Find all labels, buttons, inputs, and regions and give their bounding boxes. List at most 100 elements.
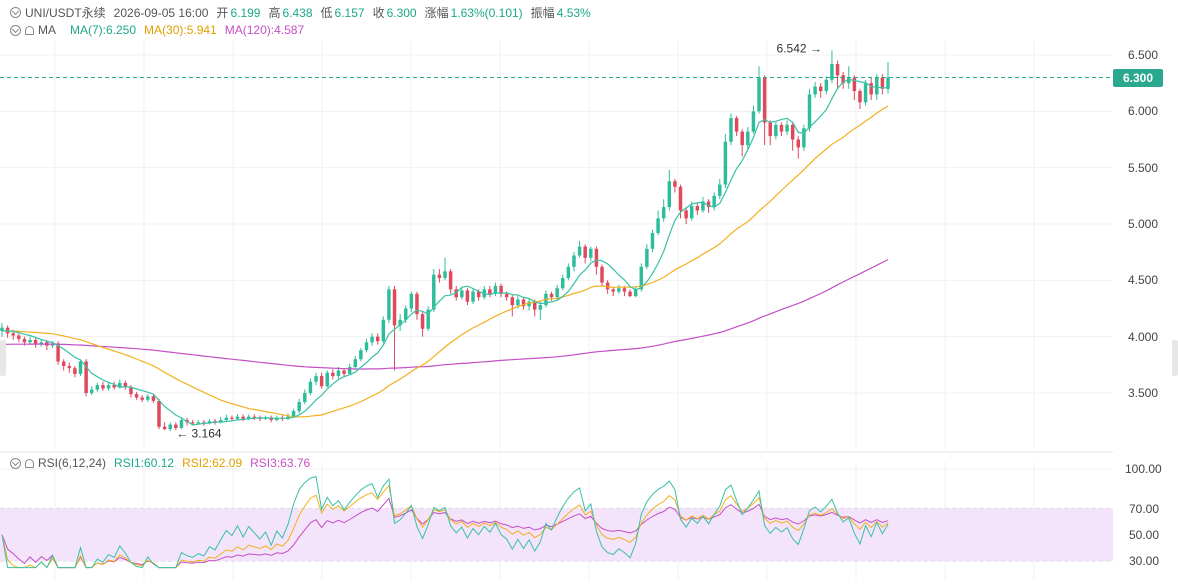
candle xyxy=(499,283,503,298)
candle xyxy=(628,289,632,298)
candle-body xyxy=(527,301,531,307)
candle-body xyxy=(566,266,571,279)
candle-body xyxy=(802,128,806,148)
candle-body xyxy=(813,86,817,95)
candle-body xyxy=(218,420,223,423)
candle-body xyxy=(409,293,414,309)
candle-body xyxy=(162,426,167,430)
candle xyxy=(0,323,4,337)
candle-body xyxy=(729,118,733,142)
candle xyxy=(89,386,94,396)
price-tick-5000: 5.000 xyxy=(1128,217,1159,231)
candle-body xyxy=(746,131,750,146)
candle-body xyxy=(392,289,397,326)
rsi-indicator-name[interactable]: RSI(6,12,24) xyxy=(38,456,107,470)
candle xyxy=(342,368,346,378)
candle xyxy=(39,338,43,347)
candle-body xyxy=(768,122,772,137)
candle xyxy=(841,71,845,89)
candle xyxy=(95,382,100,392)
candle-body xyxy=(488,289,492,294)
candle-body xyxy=(73,368,77,374)
candle-body xyxy=(510,297,515,306)
candle-body xyxy=(852,77,857,92)
rsi-legend: RSI(6,12,24) RSI1:60.12 RSI2:62.09 RSI3:… xyxy=(10,456,314,470)
candle-body xyxy=(734,118,739,132)
ma-alert-icon[interactable] xyxy=(25,25,34,35)
rsi-tick-50: 50.00 xyxy=(1129,528,1160,542)
ohlc-header: UNI/USDT永续 2026-09-05 16:00 开 6.199 高 6.… xyxy=(10,4,595,21)
ma-collapse-toggle-icon[interactable] xyxy=(10,24,21,36)
candle xyxy=(774,121,778,140)
candle-body xyxy=(303,393,307,403)
candle-body xyxy=(420,314,425,329)
candle xyxy=(650,229,655,253)
candle-body xyxy=(101,385,105,389)
candle-body xyxy=(359,350,363,360)
candle-body xyxy=(151,396,156,401)
candle xyxy=(151,394,156,404)
candle-body xyxy=(235,416,240,419)
high-value: 6.438 xyxy=(282,5,313,20)
candle xyxy=(432,269,436,312)
candle-body xyxy=(785,124,789,132)
candle xyxy=(319,372,324,389)
candle-body xyxy=(381,319,386,342)
candle-body xyxy=(308,381,313,393)
candle xyxy=(740,129,744,157)
rsi3-value: RSI3:63.76 xyxy=(250,456,311,470)
left-scroll-handle[interactable] xyxy=(0,340,6,376)
price-tick-5500: 5.500 xyxy=(1128,161,1159,175)
candles xyxy=(0,50,890,432)
candle xyxy=(757,66,761,114)
candle-body xyxy=(835,64,840,76)
candle xyxy=(813,82,817,98)
last-price-tag: 6.300 xyxy=(1113,69,1163,87)
candle xyxy=(673,178,677,193)
candle-body xyxy=(858,91,862,103)
candle-body xyxy=(67,365,72,369)
candle xyxy=(426,306,430,332)
rsi-tick-30: 30.00 xyxy=(1129,554,1160,568)
candle xyxy=(858,88,862,110)
candle-body xyxy=(807,94,812,129)
collapse-toggle-icon[interactable] xyxy=(10,7,21,18)
candle xyxy=(33,337,38,348)
candle-body xyxy=(796,139,801,148)
candle xyxy=(746,127,750,150)
low-price-marker: ← 3.164 xyxy=(176,426,222,440)
candle-body xyxy=(146,396,150,400)
candle xyxy=(235,414,240,421)
candle xyxy=(488,285,492,298)
candle-datetime: 2026-09-05 16:00 xyxy=(113,5,209,20)
ma-indicator-name[interactable]: MA xyxy=(38,23,56,37)
candle xyxy=(303,389,307,405)
right-scroll-handle[interactable] xyxy=(1172,340,1178,376)
candle xyxy=(830,50,834,84)
candle-body xyxy=(605,282,610,290)
candle-body xyxy=(443,271,447,279)
candle-body xyxy=(695,205,700,211)
candle xyxy=(387,285,391,324)
candle-body xyxy=(549,293,554,298)
candle-body xyxy=(22,338,27,343)
candle xyxy=(555,284,559,300)
candle xyxy=(768,120,772,146)
ma7-value: MA(7):6.250 xyxy=(70,23,137,37)
candle xyxy=(308,378,313,396)
candle xyxy=(73,365,77,378)
candle xyxy=(790,121,795,151)
candle-body xyxy=(33,340,38,345)
candle-body xyxy=(886,77,890,89)
price-tick-4000: 4.000 xyxy=(1128,330,1159,344)
candle xyxy=(684,207,688,224)
rsi-collapse-toggle-icon[interactable] xyxy=(10,457,21,469)
rsi-alert-icon[interactable] xyxy=(25,458,34,468)
candle-body xyxy=(504,293,509,298)
low-label: 低 xyxy=(320,6,333,20)
candle-body xyxy=(639,266,644,290)
candle xyxy=(331,369,335,380)
candle-body xyxy=(398,319,402,326)
candle-body xyxy=(847,77,851,84)
